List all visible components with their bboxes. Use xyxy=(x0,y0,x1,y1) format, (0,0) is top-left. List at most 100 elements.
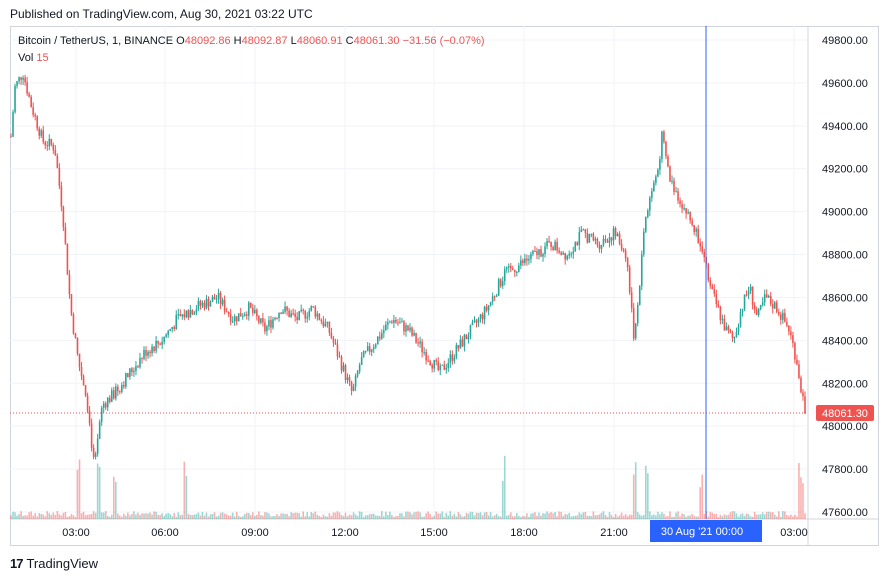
candle-body xyxy=(52,144,55,151)
candle-body xyxy=(334,342,337,345)
candle-body xyxy=(538,249,540,256)
candle-body xyxy=(121,384,123,392)
volume-bar xyxy=(725,515,728,519)
volume-bar xyxy=(642,514,645,519)
volume-bar xyxy=(769,512,772,519)
volume-bar xyxy=(465,512,468,519)
candle-body xyxy=(252,307,254,314)
volume-bar xyxy=(183,461,186,519)
volume-bar xyxy=(693,515,695,519)
volume-bar xyxy=(302,511,305,519)
candle-body xyxy=(312,306,315,308)
volume-bar xyxy=(312,513,315,519)
volume-bar xyxy=(554,512,556,519)
close-label: C xyxy=(345,35,354,47)
candle-body xyxy=(481,314,484,320)
volume-bar xyxy=(342,516,345,519)
candle-body xyxy=(383,330,385,334)
volume-bar xyxy=(195,513,198,519)
volume-bar xyxy=(763,514,766,519)
candle-body xyxy=(112,390,115,399)
candle-body xyxy=(62,206,65,228)
candle-body xyxy=(485,306,488,311)
tradingview-logo[interactable]: 17 TradingView xyxy=(10,556,98,571)
volume-bar xyxy=(661,512,663,519)
volume-bar xyxy=(419,512,421,519)
candle-body xyxy=(499,279,502,287)
volume-bar xyxy=(324,516,327,519)
candle-body xyxy=(540,249,542,257)
candle-body xyxy=(372,347,375,350)
candle-body xyxy=(274,318,276,320)
candle-body xyxy=(165,334,167,337)
candle-body xyxy=(98,421,101,439)
volume-bar xyxy=(701,474,704,519)
candle-body xyxy=(175,314,178,329)
volume-bar xyxy=(751,516,754,519)
x-tick-label: 12:00 xyxy=(331,527,359,539)
candle-body xyxy=(250,302,252,308)
volume-bar xyxy=(294,512,296,519)
candle-body xyxy=(455,345,458,358)
volume-bar xyxy=(723,514,726,519)
candle-body xyxy=(467,336,470,340)
candle-body xyxy=(423,351,425,353)
candle-body xyxy=(475,320,478,323)
volume-bar xyxy=(461,516,464,519)
volume-bar xyxy=(411,514,413,519)
volume-bar xyxy=(495,513,498,519)
volume-bar xyxy=(58,514,61,519)
volume-bar xyxy=(292,513,294,519)
volume-bar xyxy=(798,463,800,519)
volume-bar xyxy=(499,516,502,519)
candle-body xyxy=(131,368,133,373)
volume-bar xyxy=(401,513,403,519)
volume-bar xyxy=(38,513,41,519)
candle-body xyxy=(217,292,220,299)
candle-body xyxy=(407,325,409,331)
volume-bar xyxy=(131,514,133,519)
candle-body xyxy=(675,191,677,193)
candle-body xyxy=(618,233,621,245)
candle-body xyxy=(616,233,619,237)
volume-bar xyxy=(415,511,417,519)
candle-body xyxy=(655,176,657,183)
volume-bar xyxy=(108,516,111,519)
volume-bar xyxy=(647,473,649,519)
candle-body xyxy=(640,254,643,286)
candle-body xyxy=(82,376,85,386)
volume-bar xyxy=(354,514,357,519)
candle-body xyxy=(632,308,635,339)
y-tick-label: 49400.00 xyxy=(822,121,868,133)
volume-bar xyxy=(685,516,687,519)
candle-body xyxy=(137,366,139,368)
candle-body xyxy=(38,128,41,136)
candle-body xyxy=(235,316,238,322)
candle-body xyxy=(58,167,61,186)
candle-body xyxy=(368,346,371,352)
candle-body xyxy=(195,309,198,313)
candle-body xyxy=(104,403,107,408)
candle-body xyxy=(125,373,127,387)
volume-bar xyxy=(328,513,331,519)
volume-bar xyxy=(40,514,43,519)
volume-bar xyxy=(352,512,355,519)
candle-body xyxy=(245,314,248,316)
volume-bar xyxy=(691,514,693,519)
symbol-name: Bitcoin / TetherUS, 1, BINANCE xyxy=(18,35,174,47)
volume-bar xyxy=(651,515,653,519)
x-tick-label: 18:00 xyxy=(510,527,538,539)
candle-body xyxy=(22,77,24,80)
candle-body xyxy=(683,208,685,210)
candle-body xyxy=(642,231,645,255)
candle-body xyxy=(729,330,732,333)
volume-bar xyxy=(127,512,129,519)
volume-bar xyxy=(98,466,101,519)
price-chart[interactable]: 49800.00 49600.00 49400.00 49200.00 49000.00… xyxy=(10,26,879,546)
candle-body xyxy=(173,326,176,329)
volume-bar xyxy=(318,515,321,519)
candle-body xyxy=(443,364,446,370)
candle-body xyxy=(310,306,313,311)
volume-bar xyxy=(393,516,395,519)
volume-bar xyxy=(304,516,307,519)
